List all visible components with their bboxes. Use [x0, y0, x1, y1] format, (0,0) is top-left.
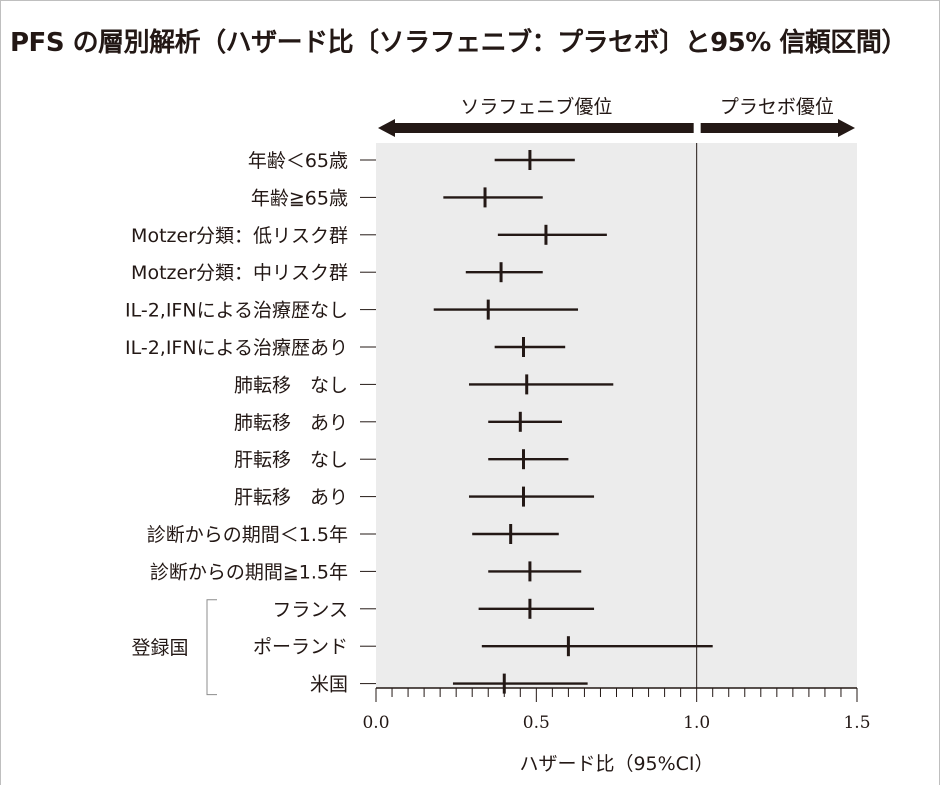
row-label: 年齢≧65歳 [251, 187, 348, 209]
left-direction-label: ソラフェニブ優位 [460, 95, 612, 118]
x-tick-label: 1.0 [683, 713, 710, 733]
row-label: Motzer分類：低リスク群 [131, 225, 348, 247]
x-tick-label: 0.5 [523, 713, 550, 733]
row-label: IL-2,IFNによる治療歴なし [125, 300, 348, 322]
left-direction-arrow [378, 119, 694, 137]
x-axis-label: ハザード比（95%CI） [519, 753, 713, 775]
chart-title: PFS の層別解析（ハザード比〔ソラフェニブ：プラセボ〕と95% 信頼区間） [10, 28, 907, 58]
row-label: 米国 [310, 674, 348, 696]
right-direction-arrow [700, 119, 855, 137]
group-bracket [206, 599, 217, 696]
row-label: 診断からの期間＜1.5年 [147, 524, 348, 546]
row-label: 肺転移 あり [234, 412, 348, 434]
row-label: IL-2,IFNによる治療歴あり [125, 337, 348, 359]
row-label: 年齢＜65歳 [248, 150, 348, 172]
row-label: Motzer分類：中リスク群 [131, 262, 348, 284]
row-label: 肝転移 あり [234, 487, 348, 509]
row-label: ポーランド [253, 636, 348, 658]
x-tick-label: 1.5 [843, 713, 870, 733]
group-label: 登録国 [131, 637, 188, 659]
row-label: 肝転移 なし [234, 449, 348, 471]
right-direction-label: プラセボ優位 [720, 96, 834, 118]
row-label: フランス [272, 599, 348, 621]
x-tick-label: 0.0 [362, 713, 389, 733]
row-label: 肺転移 なし [234, 374, 348, 396]
plot-background [376, 143, 857, 688]
row-label: 診断からの期間≧1.5年 [150, 561, 348, 583]
